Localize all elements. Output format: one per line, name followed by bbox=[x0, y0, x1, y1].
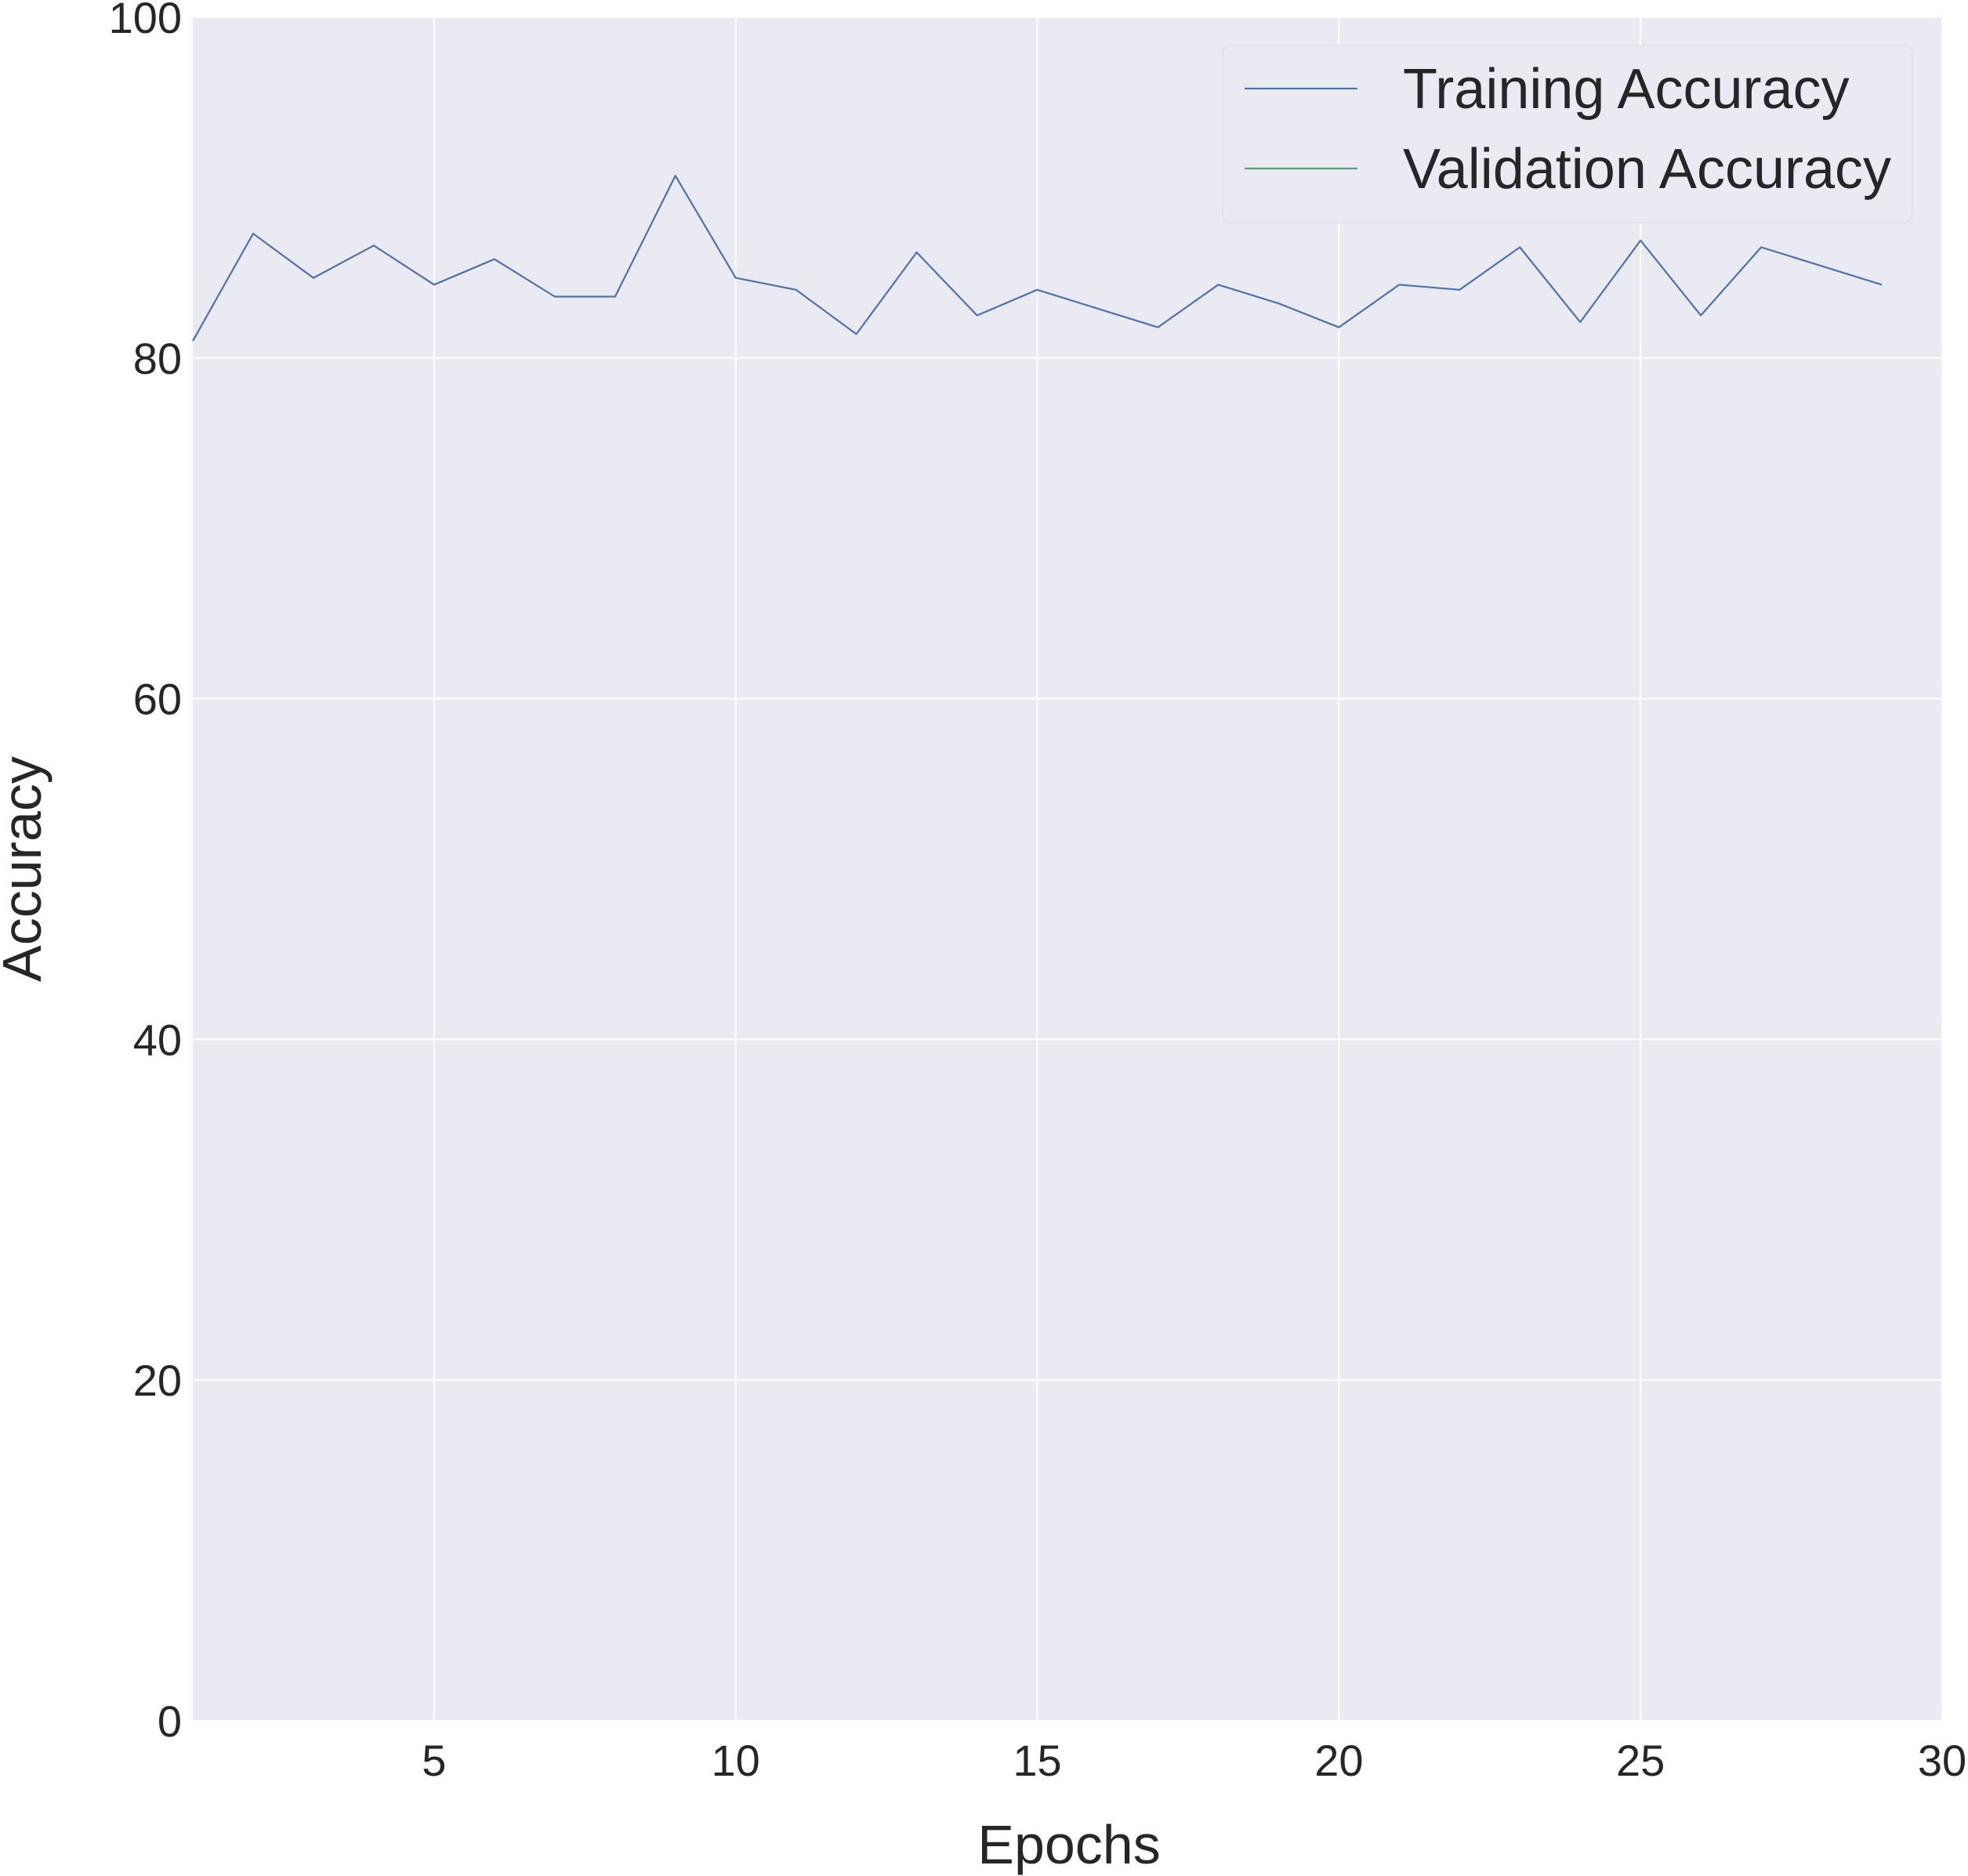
y-tick-label: 0 bbox=[158, 1697, 182, 1746]
y-tick-label: 20 bbox=[133, 1356, 182, 1405]
y-tick-label: 60 bbox=[133, 675, 182, 724]
legend-label-training: Training Accuracy bbox=[1403, 58, 1850, 121]
y-axis-label: Accuracy bbox=[0, 756, 53, 982]
y-tick-label: 80 bbox=[133, 334, 182, 383]
legend-box bbox=[1222, 45, 1913, 223]
x-tick-label: 20 bbox=[1314, 1736, 1363, 1785]
x-tick-label: 30 bbox=[1918, 1736, 1966, 1785]
x-tick-labels: 5 10 15 20 25 30 bbox=[422, 1736, 1966, 1785]
grid-lines bbox=[193, 16, 1943, 1722]
plot-area bbox=[193, 17, 1942, 1721]
y-tick-labels: 0 20 40 60 80 100 bbox=[109, 0, 182, 1746]
series-line-training bbox=[192, 175, 1883, 342]
x-tick-label: 25 bbox=[1616, 1736, 1665, 1785]
x-tick-label: 5 bbox=[422, 1736, 446, 1785]
y-tick-label: 100 bbox=[109, 0, 182, 42]
x-tick-label: 10 bbox=[712, 1736, 760, 1785]
y-tick-label: 40 bbox=[133, 1015, 182, 1064]
legend: Training Accuracy Validation Accuracy bbox=[1222, 45, 1913, 223]
series-lines bbox=[192, 175, 1883, 342]
x-tick-label: 15 bbox=[1013, 1736, 1061, 1785]
legend-label-validation: Validation Accuracy bbox=[1403, 138, 1891, 201]
x-axis-label: Epochs bbox=[977, 1814, 1160, 1875]
